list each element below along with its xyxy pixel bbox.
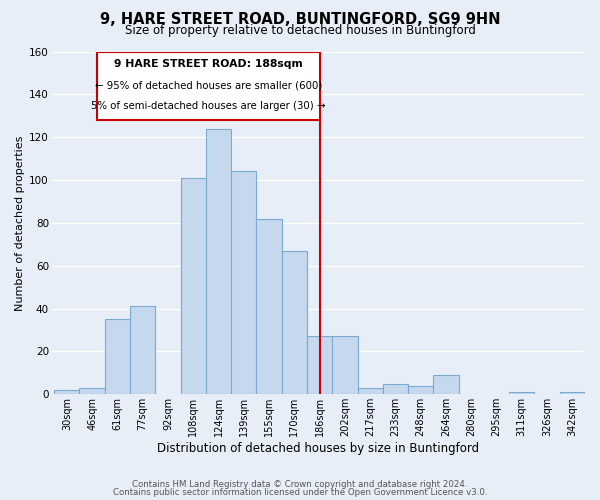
Bar	[181, 178, 206, 394]
Text: ← 95% of detached houses are smaller (600): ← 95% of detached houses are smaller (60…	[95, 81, 322, 91]
Bar	[281, 250, 307, 394]
Bar	[54, 390, 79, 394]
Bar	[383, 384, 408, 394]
Bar	[79, 388, 105, 394]
Text: 9 HARE STREET ROAD: 188sqm: 9 HARE STREET ROAD: 188sqm	[114, 59, 303, 69]
Bar	[408, 386, 433, 394]
Text: Contains HM Land Registry data © Crown copyright and database right 2024.: Contains HM Land Registry data © Crown c…	[132, 480, 468, 489]
Bar	[560, 392, 585, 394]
Bar	[256, 218, 281, 394]
Bar	[358, 388, 383, 394]
Text: 9, HARE STREET ROAD, BUNTINGFORD, SG9 9HN: 9, HARE STREET ROAD, BUNTINGFORD, SG9 9H…	[100, 12, 500, 28]
Y-axis label: Number of detached properties: Number of detached properties	[15, 135, 25, 310]
Bar	[105, 320, 130, 394]
Bar	[231, 172, 256, 394]
Text: 5% of semi-detached houses are larger (30) →: 5% of semi-detached houses are larger (3…	[91, 102, 326, 112]
Bar	[509, 392, 535, 394]
Bar	[307, 336, 332, 394]
Bar	[206, 128, 231, 394]
Text: Contains public sector information licensed under the Open Government Licence v3: Contains public sector information licen…	[113, 488, 487, 497]
X-axis label: Distribution of detached houses by size in Buntingford: Distribution of detached houses by size …	[157, 442, 479, 455]
Bar	[97, 52, 320, 120]
Bar	[332, 336, 358, 394]
Bar	[130, 306, 155, 394]
Text: Size of property relative to detached houses in Buntingford: Size of property relative to detached ho…	[125, 24, 475, 37]
Bar	[433, 375, 458, 394]
